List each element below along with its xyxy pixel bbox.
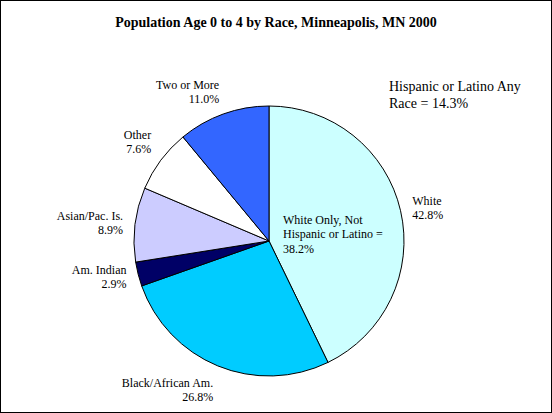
- svg-text:Am. Indian2.9%: Am. Indian2.9%: [72, 263, 127, 291]
- html-text:Hispanic or Latino Any Race =: Hispanic or Latino Any Race = 14.3%: [389, 79, 521, 111]
- svg-text:Two or More11.0%: Two or More11.0%: [156, 78, 219, 106]
- html-text:Population Age 0 to 4 by Race,: Population Age 0 to 4 by Race, Minneapol…: [115, 15, 437, 30]
- svg-text:Asian/Pac. Is.8.9%: Asian/Pac. Is.8.9%: [57, 209, 123, 237]
- svg-text:White42.8%: White42.8%: [412, 194, 443, 222]
- html-text:White Only, Not Hispanic or La: White Only, Not Hispanic or Latino = 38.…: [283, 213, 383, 256]
- svg-text:Other7.6%: Other7.6%: [124, 128, 151, 156]
- svg-text:Black/African Am.26.8%: Black/African Am.26.8%: [122, 376, 213, 404]
